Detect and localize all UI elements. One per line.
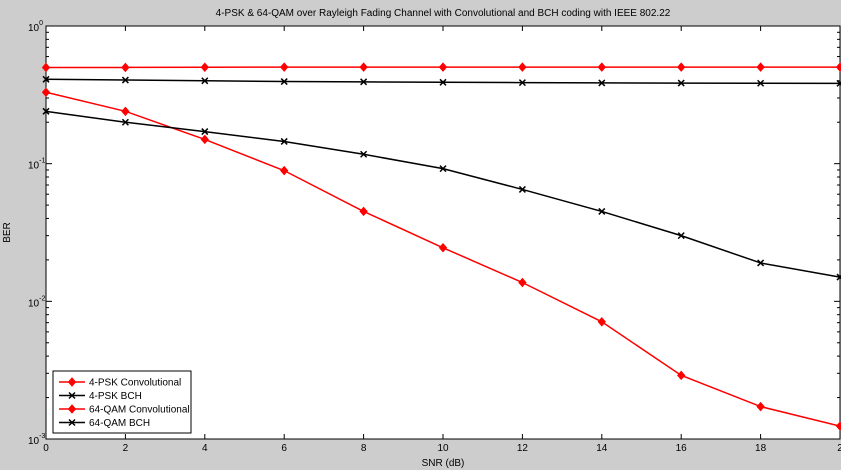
legend-item: 64-QAM BCH (59, 418, 150, 429)
data-point-marker (280, 137, 288, 145)
data-point-marker (438, 242, 448, 253)
y-tick-exponent: 0 (39, 20, 43, 27)
data-point-marker (42, 107, 50, 115)
data-point-marker (121, 62, 130, 73)
data-point-marker (359, 206, 368, 217)
x-tick-label: 12 (517, 443, 529, 454)
data-point-marker (756, 62, 765, 72)
data-point-marker (200, 62, 209, 72)
data-point-marker (757, 79, 765, 87)
data-point-marker (836, 273, 841, 281)
y-tick-base: 10 (28, 161, 40, 172)
data-point-marker (598, 79, 606, 87)
legend-marker (67, 377, 77, 387)
data-point-marker (201, 128, 209, 136)
legend-label: 64-QAM Convolutional (89, 405, 190, 416)
data-point-marker (42, 75, 50, 83)
data-point-marker (518, 62, 527, 72)
data-point-marker (360, 150, 368, 158)
data-point-marker (439, 78, 447, 86)
legend-label: 4-PSK BCH (89, 391, 142, 402)
data-point-marker (756, 401, 765, 412)
x-tick-label: 8 (361, 443, 367, 454)
legend-label: 64-QAM BCH (89, 418, 150, 429)
data-point-marker (677, 370, 686, 381)
y-tick-exponent: -1 (39, 158, 45, 165)
data-point-marker (41, 87, 51, 98)
data-point-marker (201, 77, 209, 85)
series-0 (41, 62, 841, 73)
data-point-marker (597, 62, 606, 72)
legend-item: 64-QAM Convolutional (59, 404, 190, 416)
y-tick-exponent: -3 (39, 433, 45, 440)
data-point-marker (438, 62, 448, 72)
data-point-marker (757, 259, 765, 267)
series-1 (42, 75, 841, 87)
y-tick-label: 10-3 (28, 433, 45, 447)
data-point-marker (121, 106, 130, 117)
data-point-marker (518, 277, 527, 288)
data-point-marker (835, 421, 841, 431)
series-3 (42, 107, 841, 281)
legend-item: 4-PSK Convolutional (59, 377, 181, 389)
data-point-marker (677, 62, 686, 72)
x-tick-label: 4 (202, 443, 208, 454)
data-point-marker (598, 207, 606, 215)
chart-title: 4-PSK & 64-QAM over Rayleigh Fading Chan… (216, 8, 671, 19)
data-point-marker (280, 165, 289, 176)
data-point-marker (41, 62, 51, 73)
legend-label: 4-PSK Convolutional (89, 378, 181, 389)
data-point-marker (518, 185, 526, 193)
data-point-marker (360, 78, 368, 86)
x-tick-label: 2 (837, 443, 841, 454)
x-tick-label: 18 (755, 443, 767, 454)
data-point-marker (359, 62, 368, 72)
y-tick-base: 10 (28, 23, 40, 34)
data-point-marker (677, 79, 685, 87)
y-tick-exponent: -2 (39, 295, 45, 302)
legend-marker (67, 404, 77, 414)
y-axis-label: BER (2, 222, 13, 243)
data-point-marker (439, 165, 447, 173)
data-point-marker (835, 62, 841, 72)
legend: 4-PSK Convolutional 4-PSK BCH 64-QAM Convo… (52, 370, 192, 434)
data-point-marker (121, 76, 129, 84)
legend-item: 4-PSK BCH (59, 391, 142, 402)
legend-marker (68, 391, 76, 400)
plot-area (45, 25, 841, 440)
y-tick-label: 10-2 (28, 295, 45, 309)
series-layer (41, 62, 841, 431)
series-2 (41, 87, 841, 431)
x-tick-label: 16 (676, 443, 688, 454)
data-point-marker (200, 134, 209, 145)
x-tick-label: 6 (281, 443, 287, 454)
y-tick-label: 100 (28, 20, 43, 34)
x-tick-label: 14 (596, 443, 608, 454)
data-point-marker (280, 78, 288, 86)
x-tick-label: 0 (43, 443, 49, 454)
x-tick-label: 10 (437, 443, 449, 454)
x-tick-label: 2 (123, 443, 129, 454)
data-point-marker (518, 79, 526, 87)
data-point-marker (677, 232, 685, 240)
y-tick-label: 10-1 (28, 158, 45, 172)
data-point-marker (121, 118, 129, 126)
y-tick-base: 10 (28, 298, 40, 309)
data-point-marker (836, 79, 841, 87)
legend-marker (68, 418, 76, 427)
y-tick-base: 10 (28, 436, 40, 447)
data-point-marker (280, 62, 289, 72)
data-point-marker (597, 317, 606, 327)
x-axis-label: SNR (dB) (422, 458, 465, 469)
